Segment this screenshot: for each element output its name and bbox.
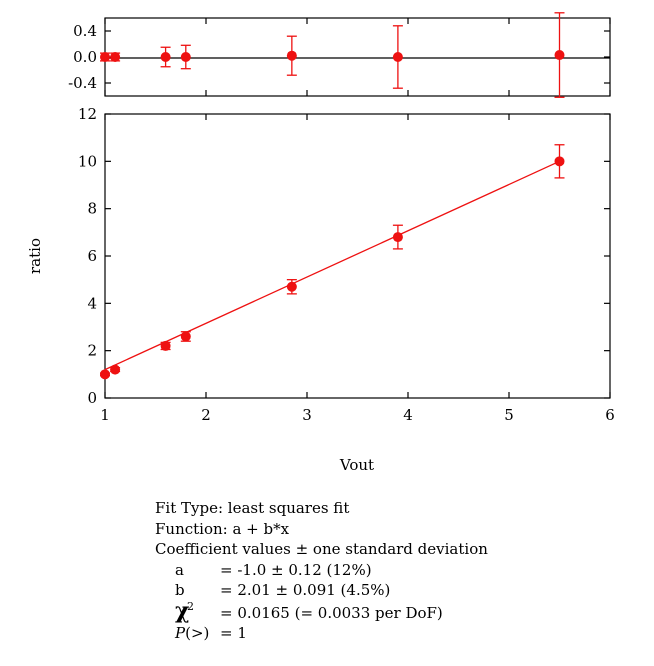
x-axis-label: Vout xyxy=(339,456,374,474)
coefficient-b-row: b = 2.01 ± 0.091 (4.5%) xyxy=(155,580,488,601)
probability-value: = 1 xyxy=(220,624,247,642)
main-data-point xyxy=(392,232,403,243)
residual-data-point xyxy=(180,52,191,62)
probability-row: P(>) = 1 xyxy=(155,623,488,644)
x-tick-label: 3 xyxy=(302,406,312,424)
fit-line xyxy=(104,160,560,371)
main-data-point xyxy=(110,364,121,375)
residual-y-tick-label: 0.4 xyxy=(73,22,97,40)
fit-results-panel: Fit Type: least squares fit Function: a … xyxy=(155,498,488,644)
coefficient-b-symbol: b xyxy=(175,581,185,599)
probability-symbol-p: P xyxy=(175,624,186,642)
residual-y-tick-label: -0.4 xyxy=(68,74,97,92)
main-data-point xyxy=(554,156,565,167)
coefficient-a-symbol: a xyxy=(175,560,184,579)
residual-data-point xyxy=(286,50,297,61)
x-tick-label: 1 xyxy=(100,406,110,424)
probability-symbol-rest: (>) xyxy=(185,624,210,642)
y-tick-label: 10 xyxy=(78,152,97,170)
chi-squared-value: = 0.0165 (= 0.0033 per DoF) xyxy=(220,603,443,622)
x-tick-label: 4 xyxy=(403,406,413,424)
coefficient-b-value: = 2.01 ± 0.091 (4.5%) xyxy=(220,581,391,599)
residual-data-point xyxy=(392,52,403,62)
coefficient-header: Coefficient values ± one standard deviat… xyxy=(155,540,488,558)
coefficient-a-row: a = -1.0 ± 0.12 (12%) xyxy=(155,560,488,581)
main-data-point xyxy=(286,281,297,292)
x-tick-label: 6 xyxy=(605,406,615,424)
chi-superscript: 2 xyxy=(187,599,194,613)
y-tick-label: 2 xyxy=(87,342,97,360)
main-data-point xyxy=(160,340,171,351)
x-tick-label: 5 xyxy=(504,406,514,424)
y-tick-label: 12 xyxy=(78,105,97,123)
y-tick-label: 4 xyxy=(87,294,97,312)
probability-symbol: P(>) xyxy=(175,623,220,644)
y-tick-label: 8 xyxy=(87,200,97,218)
main-data-point xyxy=(100,369,110,380)
x-tick-label: 2 xyxy=(201,406,211,424)
y-tick-label: 6 xyxy=(87,247,97,265)
residual-data-point xyxy=(100,52,110,62)
main-data-point xyxy=(180,331,191,342)
residual-data-point xyxy=(554,50,565,61)
fit-function-line: Function: a + b*x xyxy=(155,519,290,538)
coefficient-a-value: = -1.0 ± 0.12 (12%) xyxy=(220,560,372,579)
residual-data-point xyxy=(160,52,171,62)
residual-data-point xyxy=(110,52,121,62)
chi-symbol: χ xyxy=(175,597,190,624)
y-tick-label: 0 xyxy=(87,389,97,407)
y-axis-label: ratio xyxy=(26,238,44,274)
main-plot-frame xyxy=(104,113,611,399)
residual-y-tick-label: 0.0 xyxy=(73,48,97,66)
fit-type-line: Fit Type: least squares fit xyxy=(155,499,350,517)
residual-plot-frame xyxy=(104,17,611,97)
